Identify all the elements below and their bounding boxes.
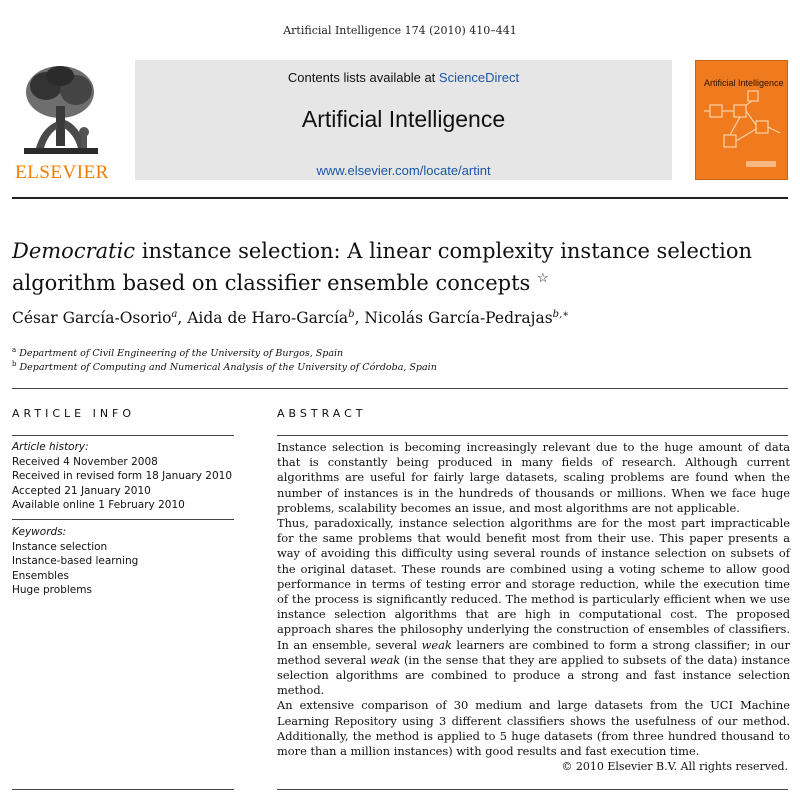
history-item: Accepted 21 January 2010 [12, 484, 151, 497]
history-item: Received in revised form 18 January 2010 [12, 470, 233, 482]
keyword-item: Instance-based learning [12, 555, 139, 567]
affiliation-text: Department of Civil Engineering of the U… [19, 348, 344, 360]
elsevier-logo: ELSEVIER [12, 62, 112, 183]
abstract-divider [277, 435, 788, 436]
contents-prefix: Contents lists available at [287, 70, 439, 85]
abstract-paragraph: Thus, paradoxically, instance selection … [277, 516, 790, 698]
affiliation-text: Department of Computing and Numerical An… [19, 362, 437, 374]
bottom-left-divider [12, 789, 234, 790]
author-affil-mark[interactable]: a [171, 309, 178, 320]
journal-title: Artificial Intelligence [301, 106, 506, 132]
author-affil-mark[interactable]: b [348, 309, 355, 320]
keyword-item: Ensembles [12, 569, 69, 582]
title-text: instance selection: A linear complexity … [12, 239, 752, 295]
affiliation-mark: a [12, 346, 17, 354]
keywords-label: Keywords: [12, 526, 67, 538]
copyright-notice: © 2010 Elsevier B.V. All rights reserved… [561, 760, 788, 773]
contents-line: Contents lists available at ScienceDirec… [135, 70, 672, 85]
elsevier-tree-icon [24, 66, 98, 154]
header-divider [12, 197, 788, 199]
cover-title: Artificial Intelligence [704, 78, 784, 88]
bottom-right-divider [277, 789, 788, 790]
cover-graph-icon [704, 90, 781, 167]
history-divider [12, 519, 234, 520]
journal-cover-thumbnail: Artificial Intelligence [695, 60, 788, 180]
weak-emphasis: weak [421, 637, 452, 652]
history-item: Received 4 November 2008 [12, 455, 158, 468]
affiliation-divider [12, 388, 788, 389]
journal-reference: Artificial Intelligence 174 (2010) 410–4… [283, 24, 517, 37]
article-info-divider [12, 435, 234, 436]
weak-emphasis: weak [369, 652, 401, 667]
journal-url-link[interactable]: www.elsevier.com/locate/artint [316, 163, 491, 178]
author-affil-mark[interactable]: b,∗ [552, 309, 570, 320]
article-history: Article history: Received 4 November 200… [12, 440, 232, 513]
author-list: César García-Osorioa, Aida de Haro-Garcí… [12, 309, 570, 328]
article-info-heading: ARTICLE INFO [12, 407, 136, 420]
affiliation: a Department of Civil Engineering of the… [12, 346, 343, 359]
abstract-paragraph: An extensive comparison of 30 medium and… [277, 698, 790, 759]
journal-header-band: Contents lists available at ScienceDirec… [135, 60, 672, 180]
history-label: Article history: [12, 441, 89, 453]
keyword-item: Instance selection [12, 540, 108, 553]
keyword-item: Huge problems [12, 584, 92, 596]
abstract-body: Instance selection is becoming increasin… [277, 440, 790, 759]
history-item: Available online 1 February 2010 [12, 499, 185, 511]
author-name: Aida de Haro-García [187, 309, 349, 328]
affiliation: b Department of Computing and Numerical … [12, 360, 437, 373]
affiliation-mark: b [12, 360, 17, 368]
author-name: César García-Osorio [12, 309, 172, 328]
title-footnote-star[interactable]: ☆ [536, 271, 549, 286]
keyword-list: Keywords: Instance selection Instance-ba… [12, 525, 138, 598]
paper-title: Democratic instance selection: A linear … [12, 238, 782, 297]
sciencedirect-link[interactable]: ScienceDirect [438, 70, 520, 85]
elsevier-wordmark: ELSEVIER [15, 162, 109, 183]
title-italic-word: Democratic [12, 239, 136, 263]
abstract-paragraph: Instance selection is becoming increasin… [277, 440, 790, 515]
abstract-heading: ABSTRACT [277, 407, 367, 420]
author-name: Nicolás García-Pedrajas [364, 309, 553, 328]
